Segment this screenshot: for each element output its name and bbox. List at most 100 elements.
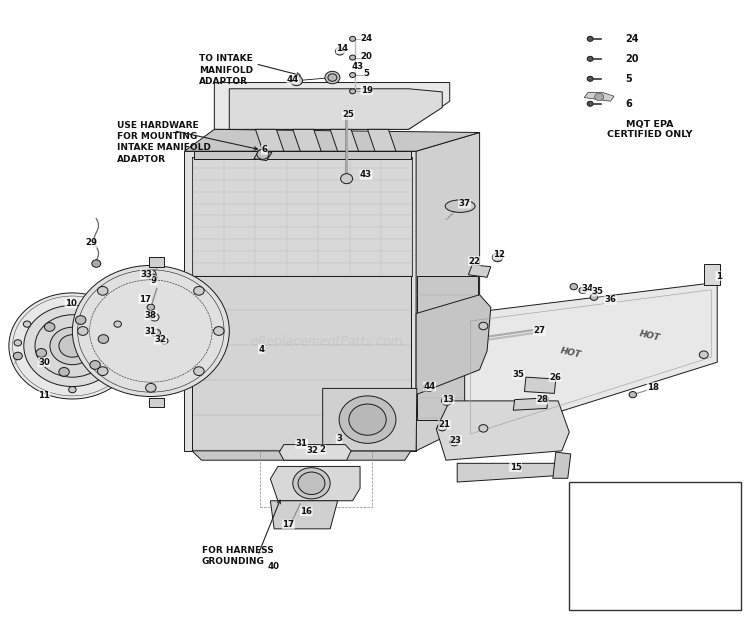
Text: 33: 33 [140, 270, 152, 278]
Polygon shape [513, 398, 548, 410]
Text: FOR HARNESS
GROUNDING: FOR HARNESS GROUNDING [202, 546, 274, 566]
Circle shape [442, 396, 452, 405]
Circle shape [98, 287, 108, 295]
Circle shape [424, 383, 434, 391]
Circle shape [58, 367, 69, 376]
Text: 3: 3 [336, 435, 342, 443]
Circle shape [160, 338, 168, 344]
Circle shape [194, 287, 204, 295]
Text: 17: 17 [139, 295, 151, 303]
Circle shape [349, 404, 386, 435]
Polygon shape [524, 377, 556, 393]
Polygon shape [330, 129, 358, 151]
Polygon shape [184, 129, 479, 151]
Circle shape [340, 174, 352, 184]
Text: 27: 27 [533, 327, 545, 335]
Text: 34: 34 [581, 284, 593, 293]
Circle shape [335, 48, 344, 55]
Circle shape [76, 315, 86, 324]
Text: 32: 32 [154, 335, 166, 344]
Circle shape [339, 396, 396, 443]
Text: 5: 5 [364, 70, 370, 78]
Circle shape [9, 293, 136, 399]
Circle shape [147, 304, 154, 310]
Text: 40: 40 [268, 562, 280, 571]
Circle shape [350, 89, 355, 94]
Circle shape [69, 386, 76, 393]
Polygon shape [271, 466, 360, 501]
Text: 19: 19 [361, 85, 373, 95]
Circle shape [257, 149, 269, 159]
Circle shape [350, 55, 355, 60]
Polygon shape [417, 276, 478, 419]
Circle shape [699, 351, 708, 359]
Text: 38: 38 [145, 311, 157, 320]
Circle shape [59, 335, 86, 357]
Circle shape [98, 335, 109, 344]
Circle shape [290, 76, 302, 86]
Text: 30: 30 [38, 357, 50, 367]
Circle shape [328, 74, 337, 82]
Circle shape [587, 102, 593, 106]
Polygon shape [322, 388, 417, 451]
Text: 35: 35 [592, 287, 604, 296]
Circle shape [478, 322, 488, 330]
Circle shape [23, 321, 31, 327]
Polygon shape [149, 398, 164, 407]
Circle shape [92, 260, 100, 267]
Text: HOT: HOT [560, 346, 582, 360]
Polygon shape [254, 150, 272, 161]
Polygon shape [704, 263, 720, 285]
Text: 23: 23 [450, 436, 462, 445]
Text: 15: 15 [509, 463, 521, 472]
Polygon shape [149, 257, 164, 266]
Circle shape [194, 367, 204, 376]
Circle shape [146, 270, 156, 278]
Text: 37: 37 [458, 199, 471, 208]
Circle shape [44, 323, 55, 331]
Circle shape [492, 253, 502, 261]
Text: 26: 26 [549, 372, 561, 382]
Text: 44: 44 [286, 75, 299, 84]
Text: 36: 36 [604, 295, 616, 304]
Text: 1: 1 [716, 271, 722, 280]
Text: 24: 24 [626, 34, 639, 44]
Text: 20: 20 [361, 52, 373, 61]
Circle shape [587, 56, 593, 61]
Text: 32: 32 [306, 446, 318, 455]
Polygon shape [271, 501, 338, 529]
Text: 6: 6 [626, 99, 632, 108]
Circle shape [325, 71, 340, 84]
Circle shape [77, 327, 88, 335]
Circle shape [149, 274, 157, 280]
Polygon shape [279, 445, 351, 460]
Text: 31: 31 [296, 440, 307, 448]
Polygon shape [192, 276, 411, 451]
Circle shape [50, 327, 94, 365]
Text: 31: 31 [145, 327, 157, 336]
Polygon shape [214, 83, 450, 129]
Text: 9: 9 [151, 276, 157, 285]
Text: MQT EPA
CERTIFIED ONLY: MQT EPA CERTIFIED ONLY [608, 120, 693, 139]
Polygon shape [368, 129, 396, 151]
Text: 25: 25 [342, 110, 354, 120]
Circle shape [146, 384, 156, 392]
Text: 14: 14 [336, 45, 348, 53]
Text: 43: 43 [360, 171, 372, 179]
Text: 24: 24 [361, 34, 373, 43]
Circle shape [114, 321, 122, 327]
Circle shape [350, 73, 355, 78]
Circle shape [150, 314, 159, 321]
Circle shape [152, 329, 160, 337]
Circle shape [24, 305, 121, 386]
Circle shape [629, 391, 637, 398]
Text: 16: 16 [300, 507, 312, 516]
Circle shape [579, 287, 586, 293]
Text: 17: 17 [282, 520, 295, 529]
Polygon shape [458, 463, 560, 482]
Circle shape [450, 438, 459, 446]
Circle shape [587, 36, 593, 41]
Bar [260, 451, 372, 507]
Text: 18: 18 [647, 382, 659, 392]
Circle shape [14, 340, 22, 346]
